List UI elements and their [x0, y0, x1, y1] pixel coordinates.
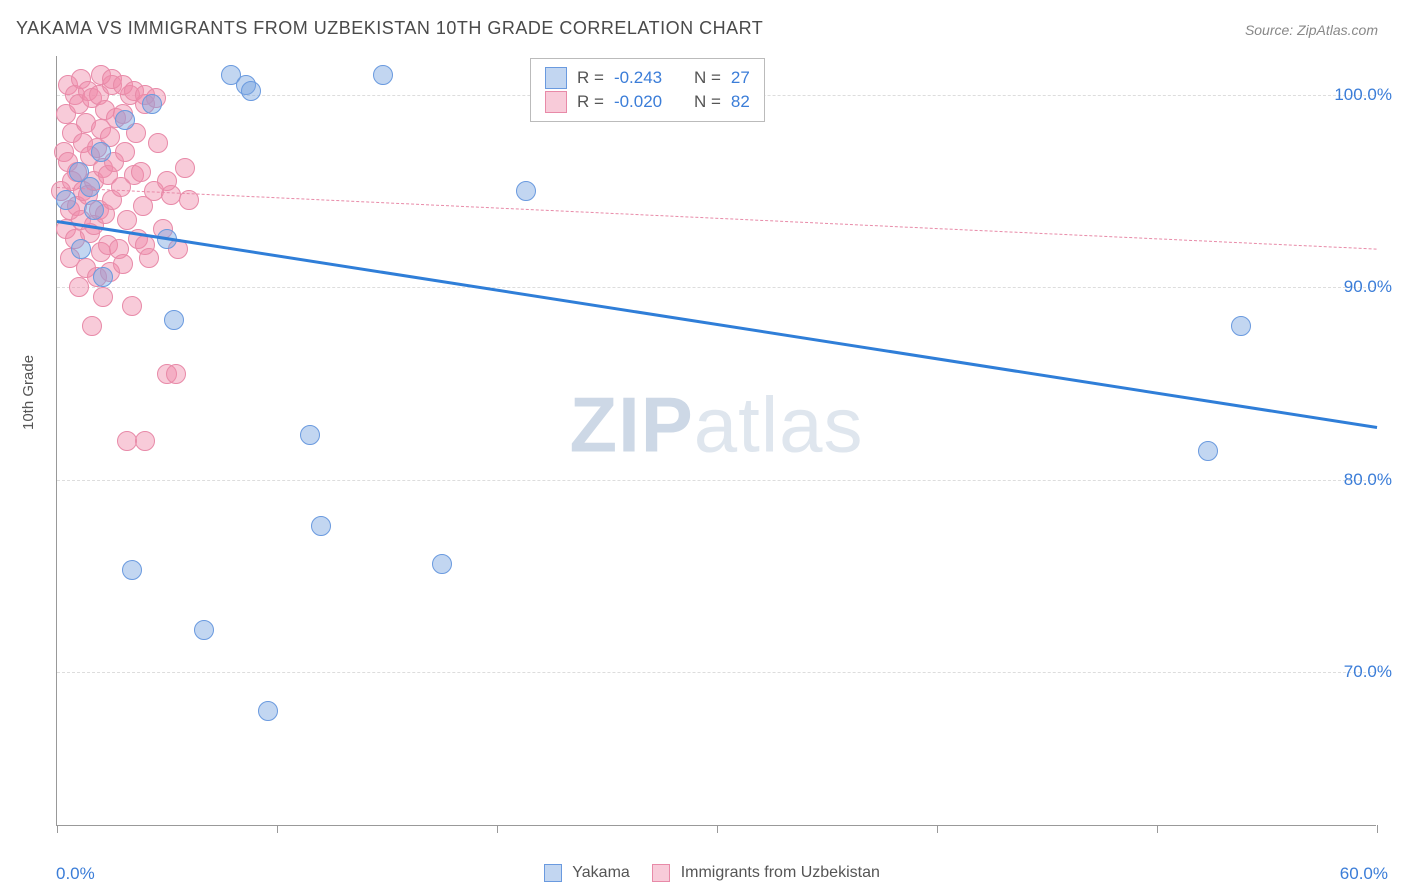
y-axis-label: 10th Grade: [20, 355, 37, 430]
marker-yakama: [142, 94, 162, 114]
source-text: Source: ZipAtlas.com: [1245, 22, 1378, 38]
marker-yakama: [258, 701, 278, 721]
x-tick: [57, 825, 58, 833]
marker-uzbekistan: [113, 254, 133, 274]
y-tick-label: 100.0%: [1334, 85, 1392, 105]
marker-yakama: [300, 425, 320, 445]
x-tick: [497, 825, 498, 833]
marker-uzbekistan: [148, 133, 168, 153]
marker-uzbekistan: [166, 364, 186, 384]
marker-yakama: [80, 177, 100, 197]
marker-yakama: [115, 110, 135, 130]
marker-yakama: [122, 560, 142, 580]
marker-yakama: [93, 267, 113, 287]
y-tick-label: 80.0%: [1344, 470, 1392, 490]
marker-yakama: [1198, 441, 1218, 461]
legend-swatch: [545, 91, 567, 113]
legend-series: Yakama Immigrants from Uzbekistan: [0, 864, 1406, 882]
legend-swatch: [545, 67, 567, 89]
marker-yakama: [432, 554, 452, 574]
marker-uzbekistan: [131, 162, 151, 182]
marker-yakama: [164, 310, 184, 330]
y-tick-label: 90.0%: [1344, 277, 1392, 297]
x-tick: [277, 825, 278, 833]
marker-yakama: [373, 65, 393, 85]
marker-uzbekistan: [117, 431, 137, 451]
trendline-yakama: [57, 220, 1377, 429]
x-tick: [937, 825, 938, 833]
marker-uzbekistan: [122, 296, 142, 316]
x-tick: [1157, 825, 1158, 833]
marker-uzbekistan: [135, 431, 155, 451]
swatch-uzbekistan: [652, 864, 670, 882]
marker-uzbekistan: [93, 287, 113, 307]
trendline-uzbekistan: [57, 187, 1377, 250]
marker-yakama: [91, 142, 111, 162]
swatch-yakama: [544, 864, 562, 882]
x-tick: [717, 825, 718, 833]
marker-yakama: [311, 516, 331, 536]
legend-row: R =-0.020N =82: [545, 91, 750, 113]
marker-uzbekistan: [82, 316, 102, 336]
marker-yakama: [241, 81, 261, 101]
marker-yakama: [71, 239, 91, 259]
legend-correlation: R =-0.243N =27R =-0.020N =82: [530, 58, 765, 122]
x-tick-max: 60.0%: [1340, 864, 1388, 884]
legend-label-yakama: Yakama: [572, 864, 630, 881]
marker-uzbekistan: [157, 171, 177, 191]
chart-title: YAKAMA VS IMMIGRANTS FROM UZBEKISTAN 10T…: [16, 18, 763, 39]
watermark: ZIPatlas: [569, 380, 863, 471]
gridline-h: [57, 287, 1376, 288]
gridline-h: [57, 480, 1376, 481]
y-tick-label: 70.0%: [1344, 662, 1392, 682]
marker-yakama: [1231, 316, 1251, 336]
x-tick-min: 0.0%: [56, 864, 95, 884]
marker-yakama: [84, 200, 104, 220]
legend-row: R =-0.243N =27: [545, 67, 750, 89]
marker-yakama: [194, 620, 214, 640]
legend-label-uzbekistan: Immigrants from Uzbekistan: [681, 864, 880, 881]
marker-uzbekistan: [115, 142, 135, 162]
marker-uzbekistan: [175, 158, 195, 178]
plot-area: ZIPatlas: [56, 56, 1376, 826]
gridline-h: [57, 672, 1376, 673]
marker-yakama: [56, 190, 76, 210]
marker-yakama: [516, 181, 536, 201]
x-tick: [1377, 825, 1378, 833]
